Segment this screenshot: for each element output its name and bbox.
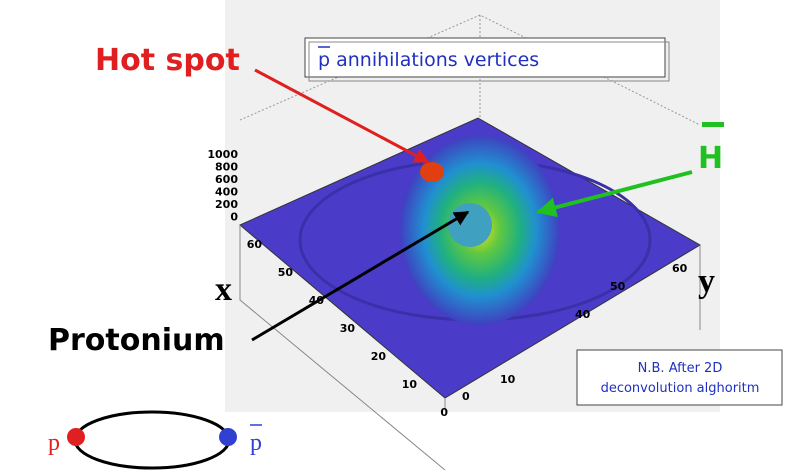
title-box bbox=[304, 37, 666, 78]
center-dip bbox=[448, 203, 492, 247]
title-box-shadow bbox=[308, 41, 670, 82]
tick-label: 50 bbox=[610, 280, 626, 293]
tick-label: 800 bbox=[215, 161, 238, 174]
orbit bbox=[73, 410, 231, 470]
antiproton-dot bbox=[219, 428, 237, 446]
tick-label: 40 bbox=[309, 294, 325, 307]
tick-label: 0 bbox=[462, 390, 470, 403]
axis-edges bbox=[239, 225, 701, 471]
tick-label: 1000 bbox=[207, 148, 238, 161]
tick-label: 600 bbox=[215, 173, 238, 186]
x-axis-label: x bbox=[215, 271, 232, 308]
overline bbox=[702, 122, 724, 127]
protonium-label: Protonium bbox=[48, 323, 225, 358]
hot-spot-label: Hot spot bbox=[95, 43, 240, 78]
note-line: deconvolution alghoritm bbox=[601, 381, 760, 396]
proton-label: p bbox=[48, 430, 60, 456]
arrow bbox=[254, 68, 430, 164]
arrow bbox=[536, 170, 693, 218]
tick-label: 200 bbox=[215, 198, 238, 211]
tick-label: 20 bbox=[371, 350, 387, 363]
tick-label: 50 bbox=[278, 266, 294, 279]
note-box bbox=[576, 349, 783, 406]
proton-dot bbox=[67, 428, 85, 446]
arrow bbox=[251, 210, 470, 342]
tick-label: 30 bbox=[340, 322, 356, 335]
tick-label: 60 bbox=[672, 262, 688, 275]
hot-spot-peak bbox=[420, 162, 444, 182]
tick-label: 60 bbox=[247, 238, 263, 251]
tick-label: 10 bbox=[402, 378, 418, 391]
tick-label: 10 bbox=[500, 373, 516, 386]
note-line: N.B. After 2D bbox=[638, 361, 723, 376]
tick-label: 40 bbox=[575, 308, 591, 321]
antihydrogen-label: H bbox=[698, 141, 723, 176]
title-text: p annihilations vertices bbox=[318, 49, 539, 71]
tick-label: 0 bbox=[440, 406, 448, 419]
tick-label: 0 bbox=[230, 211, 238, 224]
antiproton-label: p bbox=[250, 430, 262, 456]
y-axis-label: y bbox=[698, 263, 715, 300]
tick-label: 400 bbox=[215, 186, 238, 199]
